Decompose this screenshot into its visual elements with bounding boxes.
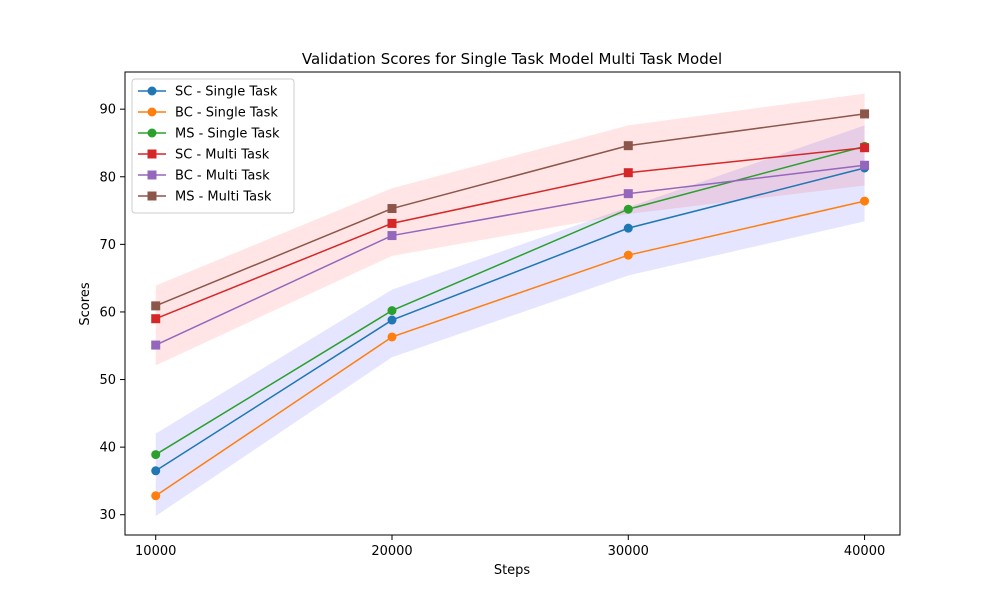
line-bc-multi-task bbox=[155, 164, 865, 346]
legend-item-sc-single-task: SC - Single Task bbox=[138, 85, 278, 100]
y-axis-title: Scores bbox=[78, 282, 93, 325]
line-bc-single-task bbox=[155, 200, 865, 497]
legend-marker-bc-single-task bbox=[147, 107, 157, 117]
legend-marker-sc-multi-task bbox=[147, 149, 157, 159]
legend: SC - Single Task BC - Single Task MS - Sin… bbox=[131, 78, 295, 214]
point-bc-multi-task-20000 bbox=[387, 231, 397, 241]
series-bc-multi-task bbox=[151, 160, 870, 350]
point-bc-multi-task-40000 bbox=[860, 160, 870, 170]
point-sc-multi-task-40000 bbox=[860, 143, 870, 153]
legend-label-ms-multi-task: MS - Multi Task bbox=[175, 190, 272, 205]
legend-item-bc-multi-task: BC - Multi Task bbox=[138, 169, 270, 184]
point-ms-single-task-20000 bbox=[387, 306, 397, 316]
point-ms-multi-task-10000 bbox=[151, 301, 161, 311]
legend-marker-sc-single-task bbox=[147, 86, 157, 96]
point-ms-multi-task-30000 bbox=[623, 141, 633, 151]
legend-item-bc-single-task: BC - Single Task bbox=[138, 106, 278, 121]
point-sc-single-task-30000 bbox=[623, 223, 633, 233]
point-sc-single-task-10000 bbox=[151, 466, 161, 476]
legend-item-sc-multi-task: SC - Multi Task bbox=[138, 148, 270, 163]
y-tick-label-90: 90 bbox=[99, 103, 116, 118]
point-bc-single-task-40000 bbox=[860, 196, 870, 206]
point-sc-multi-task-20000 bbox=[387, 218, 397, 228]
point-bc-single-task-10000 bbox=[151, 491, 161, 501]
multi-task-band bbox=[155, 93, 865, 366]
chart-title: Validation Scores for Single Task Model … bbox=[302, 50, 722, 68]
legend-label-sc-multi-task: SC - Multi Task bbox=[175, 148, 270, 163]
y-tick-label-40: 40 bbox=[99, 441, 116, 456]
series-sc-single-task bbox=[151, 163, 870, 476]
legend-marker-ms-multi-task bbox=[147, 191, 157, 201]
single-task-band bbox=[155, 125, 865, 517]
y-tick-label-80: 80 bbox=[99, 170, 116, 185]
legend-label-bc-single-task: BC - Single Task bbox=[175, 106, 278, 121]
x-tick-label-30000: 30000 bbox=[608, 544, 649, 559]
axis-ticks: 10000 20000 30000 40000 30 40 50 60 70 80 90 bbox=[99, 103, 885, 559]
line-sc-multi-task bbox=[155, 146, 865, 320]
y-tick-label-30: 30 bbox=[99, 508, 116, 523]
legend-marker-bc-multi-task bbox=[147, 170, 157, 180]
legend-box bbox=[131, 78, 295, 214]
x-axis-title: Steps bbox=[494, 563, 531, 578]
axes-frame bbox=[124, 71, 901, 536]
line-sc-single-task bbox=[155, 167, 865, 472]
point-bc-multi-task-10000 bbox=[151, 340, 161, 350]
point-ms-multi-task-20000 bbox=[387, 204, 397, 214]
plot-frame bbox=[124, 71, 901, 536]
point-bc-single-task-20000 bbox=[387, 332, 397, 342]
point-ms-single-task-30000 bbox=[623, 204, 633, 214]
point-ms-single-task-10000 bbox=[151, 450, 161, 460]
legend-label-ms-single-task: MS - Single Task bbox=[175, 127, 280, 142]
line-ms-multi-task bbox=[155, 113, 865, 307]
y-tick-label-60: 60 bbox=[99, 305, 116, 320]
x-tick-label-20000: 20000 bbox=[371, 544, 412, 559]
point-bc-multi-task-30000 bbox=[623, 189, 633, 199]
point-sc-multi-task-10000 bbox=[151, 314, 161, 324]
x-tick-label-10000: 10000 bbox=[135, 544, 176, 559]
legend-label-sc-single-task: SC - Single Task bbox=[175, 85, 278, 100]
confidence-bands bbox=[155, 93, 865, 517]
point-bc-single-task-30000 bbox=[623, 250, 633, 260]
legend-label-bc-multi-task: BC - Multi Task bbox=[175, 169, 270, 184]
series-sc-multi-task bbox=[151, 143, 870, 324]
series-ms-multi-task bbox=[151, 109, 870, 311]
line-ms-single-task bbox=[155, 145, 865, 456]
legend-item-ms-single-task: MS - Single Task bbox=[138, 127, 280, 142]
legend-marker-ms-single-task bbox=[147, 128, 157, 138]
legend-item-ms-multi-task: MS - Multi Task bbox=[138, 190, 272, 205]
series-lines bbox=[151, 109, 870, 501]
point-sc-single-task-20000 bbox=[387, 315, 397, 325]
y-tick-label-70: 70 bbox=[99, 238, 116, 253]
series-bc-single-task bbox=[151, 196, 870, 501]
point-sc-multi-task-30000 bbox=[623, 168, 633, 178]
y-tick-label-50: 50 bbox=[99, 373, 116, 388]
point-ms-multi-task-40000 bbox=[860, 109, 870, 119]
x-tick-label-40000: 40000 bbox=[844, 544, 885, 559]
